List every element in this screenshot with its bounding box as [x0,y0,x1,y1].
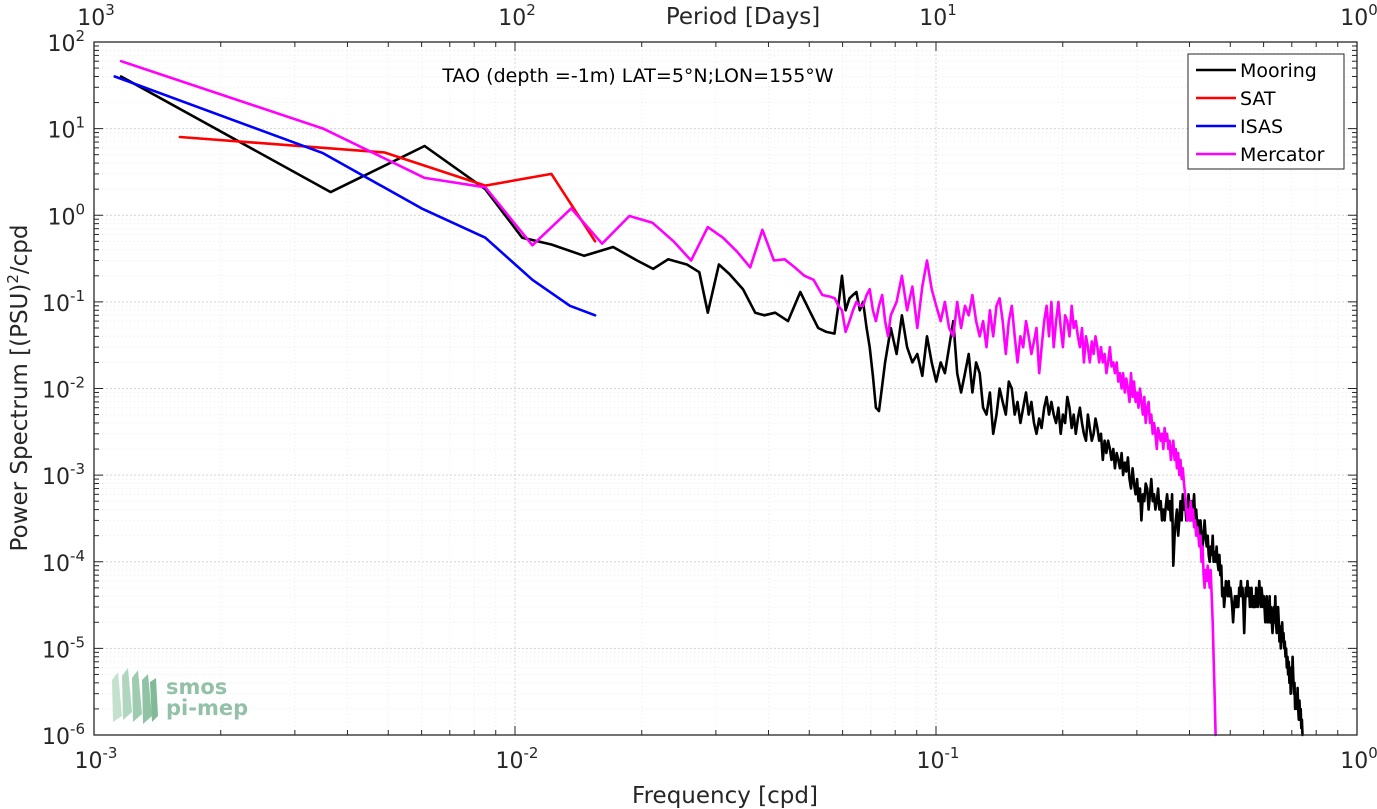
y-axis-label: Power Spectrum [(PSU)2/cpd [4,225,33,552]
legend-item-mooring: Mooring [1196,60,1317,82]
series-layer [113,59,1304,737]
x-tick-label-exponent: -3 [103,744,118,762]
y-tick-label-exponent: -1 [70,287,85,305]
y-tick-label-exponent: -5 [70,633,85,651]
series-line-sat [178,135,597,243]
y-tick-label: 10-5 [42,633,85,663]
series-line-mooring [119,75,1304,737]
top-tick-label-base: 10 [498,6,526,31]
y-tick-label: 10-3 [42,460,85,490]
y-tick-label-base: 10 [42,552,70,577]
y-axis-label-unit: /cpd [7,225,33,275]
legend: Mooring SAT ISAS Mercator [1187,53,1345,170]
legend-item-sat: SAT [1196,88,1276,110]
top-axis-label: Period [Days] [666,4,820,30]
x-tick-label: 100 [1340,744,1377,774]
y-tick-label-base: 10 [42,379,70,404]
top-tick-label: 101 [919,1,957,31]
x-tick-label-exponent: -1 [945,744,960,762]
x-tick-label-base: 10 [917,749,945,774]
y-tick-label-exponent: -2 [70,374,85,392]
y-tick-label-exponent: -4 [70,547,85,565]
x-tick-label-base: 10 [496,749,524,774]
top-tick-label-base: 10 [919,6,947,31]
top-tick-label: 102 [498,1,536,31]
y-tick-label: 102 [47,27,85,57]
y-tick-label-exponent: 1 [75,114,85,132]
logo-mark [112,668,158,724]
top-tick-label-base: 10 [1340,6,1368,31]
x-tick-label: 10-2 [496,744,539,774]
top-tick-labels: 103 102 101 100 [77,1,1377,31]
top-tick-label: 103 [77,1,115,31]
y-tick-label-base: 10 [47,32,75,57]
series-line-isas [113,75,597,317]
y-tick-label-base: 10 [42,638,70,663]
legend-label-isas: ISAS [1240,116,1283,138]
y-tick-label-base: 10 [42,725,70,750]
smos-pimep-logo: smos pi-mep [112,668,248,724]
y-tick-label: 10-4 [42,547,85,577]
top-tick-label-exponent: 3 [105,1,115,19]
x-tick-label: 10-3 [75,744,118,774]
x-tick-label-base: 10 [75,749,103,774]
y-tick-label-base: 10 [47,119,75,144]
x-tick-label-base: 10 [1340,749,1368,774]
y-tick-label-base: 10 [42,465,70,490]
x-tick-label-exponent: 0 [1368,744,1377,762]
y-tick-label: 100 [47,200,85,230]
x-axis-label: Frequency [cpd] [632,783,818,809]
legend-item-isas: ISAS [1196,116,1283,138]
y-axis-label-exponent: 2 [4,274,22,284]
top-tick-label-exponent: 1 [947,1,957,19]
legend-label-sat: SAT [1240,88,1276,110]
tick-marks [93,42,1357,736]
y-tick-label: 10-6 [42,720,85,750]
legend-item-mercator: Mercator [1196,144,1325,166]
legend-label-mercator: Mercator [1240,144,1325,166]
y-axis-label-main: Power Spectrum [(PSU) [7,284,33,552]
y-tick-label-exponent: -3 [70,460,85,478]
logo-text-smos: smos [166,675,227,699]
legend-label-mooring: Mooring [1240,60,1317,82]
y-tick-label-exponent: 0 [75,200,85,218]
top-tick-label-exponent: 0 [1368,1,1377,19]
top-tick-label: 100 [1340,1,1377,31]
chart-title: TAO (depth =-1m) LAT=5°N;LON=155°W [441,65,833,87]
y-tick-label-exponent: 2 [75,27,85,45]
logo-text-pimep: pi-mep [166,696,248,720]
series-line-mercator [119,59,1217,737]
x-tick-label-exponent: -2 [524,744,539,762]
y-tick-label-exponent: -6 [70,720,85,738]
y-tick-label: 101 [47,114,85,144]
y-tick-label-base: 10 [47,205,75,230]
x-tick-labels: 10-3 10-2 10-1 100 [75,744,1377,774]
top-tick-label-exponent: 2 [526,1,536,19]
top-tick-label-base: 10 [77,6,105,31]
y-tick-label-base: 10 [42,292,70,317]
legend-box [1187,53,1345,170]
x-tick-label: 10-1 [917,744,960,774]
y-tick-label: 10-1 [42,287,85,317]
y-tick-label: 10-2 [42,374,85,404]
